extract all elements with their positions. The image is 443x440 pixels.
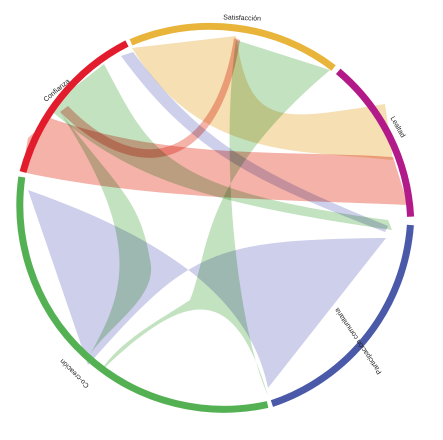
arc-co-creacion [16,176,269,413]
ribbons-layer [22,36,408,396]
ribbon-satisfaccion-lealtad [132,36,393,160]
ribbon-co-creacion-self [60,112,152,362]
arc-lealtad [335,68,415,217]
arc-satisfaccion [129,22,336,71]
arc-confianza [19,40,129,173]
outer-ring [16,22,415,413]
ribbon-co-creacion-satisfaccion [100,40,330,396]
label-co-creacion: Co-creación [59,357,91,389]
arc-participacion [270,224,414,407]
label-satisfaccion: Satisfacción [223,14,261,22]
